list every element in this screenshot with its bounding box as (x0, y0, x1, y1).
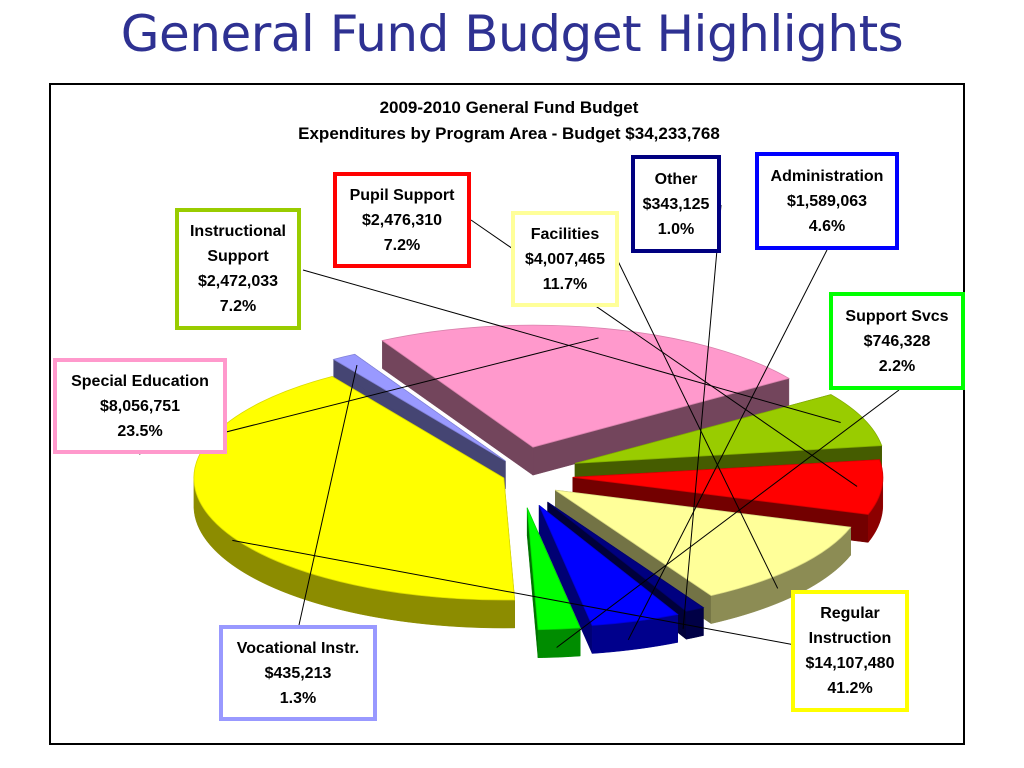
callout-percent: 4.6% (808, 217, 846, 235)
callout-vocational-instr: Vocational Instr. $435,213 1.3% (219, 625, 377, 721)
pie-slice-administration (538, 504, 679, 654)
callout-percent: 2.2% (878, 357, 916, 375)
callout-label: Other (654, 170, 698, 188)
pie-slice-special-education (381, 324, 790, 476)
callout-instructional-support: Instructional Support $2,472,033 7.2% (175, 208, 301, 330)
leader-line (615, 256, 779, 589)
callout-amount: $2,472,033 (197, 273, 279, 290)
callout-label: Vocational Instr. (236, 639, 360, 657)
callout-amount: $1,589,063 (786, 192, 868, 210)
pie-chart (138, 204, 900, 659)
leader-line (298, 364, 358, 626)
leader-line (232, 539, 796, 646)
callout-facilities: Facilities $4,007,465 11.7% (511, 211, 619, 307)
callout-label: Special Education (71, 372, 209, 390)
leader-line (627, 249, 828, 641)
callout-label: Instructional (189, 223, 286, 240)
chart-title: 2009-2010 General Fund Budget (379, 98, 639, 117)
callout-special-education: Special Education $8,056,751 23.5% (53, 358, 227, 454)
callout-other: Other $343,125 1.0% (631, 155, 721, 253)
callout-amount: $435,213 (264, 664, 332, 682)
chart-subtitle: Expenditures by Program Area - Budget $3… (298, 124, 720, 143)
callout-label: Pupil Support (349, 186, 455, 204)
slide-title: General Fund Budget Highlights (120, 5, 904, 63)
callout-percent: 7.2% (383, 236, 421, 254)
callout-percent: 7.2% (219, 298, 257, 315)
pie-slice-support-svcs (526, 507, 581, 659)
callout-amount: $343,125 (642, 195, 710, 213)
pie-slice-regular-instruction (193, 376, 516, 629)
callout-percent: 41.2% (827, 680, 873, 697)
callout-label: Administration (770, 167, 884, 185)
callout-pupil-support: Pupil Support $2,476,310 7.2% (333, 172, 471, 268)
callout-percent: 23.5% (117, 422, 163, 440)
leader-line (682, 204, 722, 629)
callout-label: Support (207, 248, 269, 265)
callout-percent: 1.3% (279, 689, 317, 707)
callout-amount: $2,476,310 (361, 211, 443, 229)
callout-support-svcs: Support Svcs $746,328 2.2% (829, 292, 965, 390)
callout-administration: Administration $1,589,063 4.6% (755, 152, 899, 250)
callout-percent: 1.0% (657, 220, 695, 238)
chart-frame: 2009-2010 General Fund Budget Expenditur… (49, 83, 965, 745)
callout-percent: 11.7% (542, 275, 588, 293)
callout-label: Instruction (808, 630, 892, 647)
callout-amount: $14,107,480 (805, 655, 895, 672)
callout-amount: $8,056,751 (99, 397, 181, 415)
callout-amount: $746,328 (863, 332, 931, 350)
callout-label: Regular (820, 605, 880, 622)
leader-line (302, 269, 841, 424)
callout-amount: $4,007,465 (524, 250, 606, 268)
callout-label: Support Svcs (845, 307, 949, 325)
leader-line (556, 389, 900, 648)
callout-regular-instruction: Regular Instruction $14,107,480 41.2% (791, 590, 909, 712)
callout-label: Facilities (530, 225, 600, 243)
